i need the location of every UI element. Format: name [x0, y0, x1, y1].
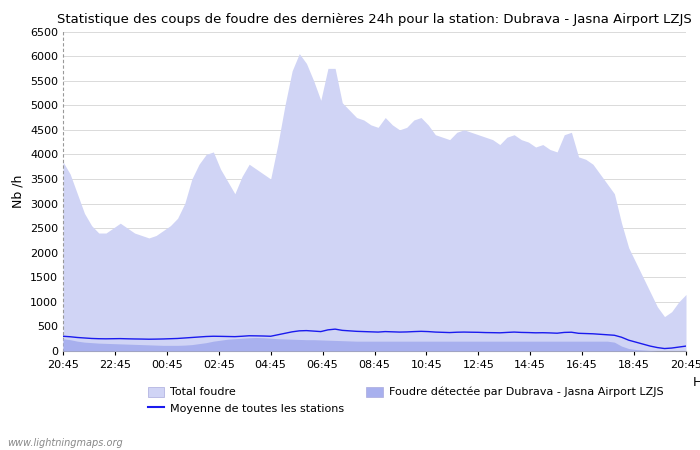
- Y-axis label: Nb /h: Nb /h: [11, 175, 25, 208]
- Legend: Total foudre, Moyenne de toutes les stations, Foudre détectée par Dubrava - Jasn: Total foudre, Moyenne de toutes les stat…: [144, 382, 668, 418]
- Text: www.lightningmaps.org: www.lightningmaps.org: [7, 438, 122, 448]
- Text: Heure: Heure: [693, 376, 700, 389]
- Title: Statistique des coups de foudre des dernières 24h pour la station: Dubrava - Jas: Statistique des coups de foudre des dern…: [57, 13, 692, 26]
